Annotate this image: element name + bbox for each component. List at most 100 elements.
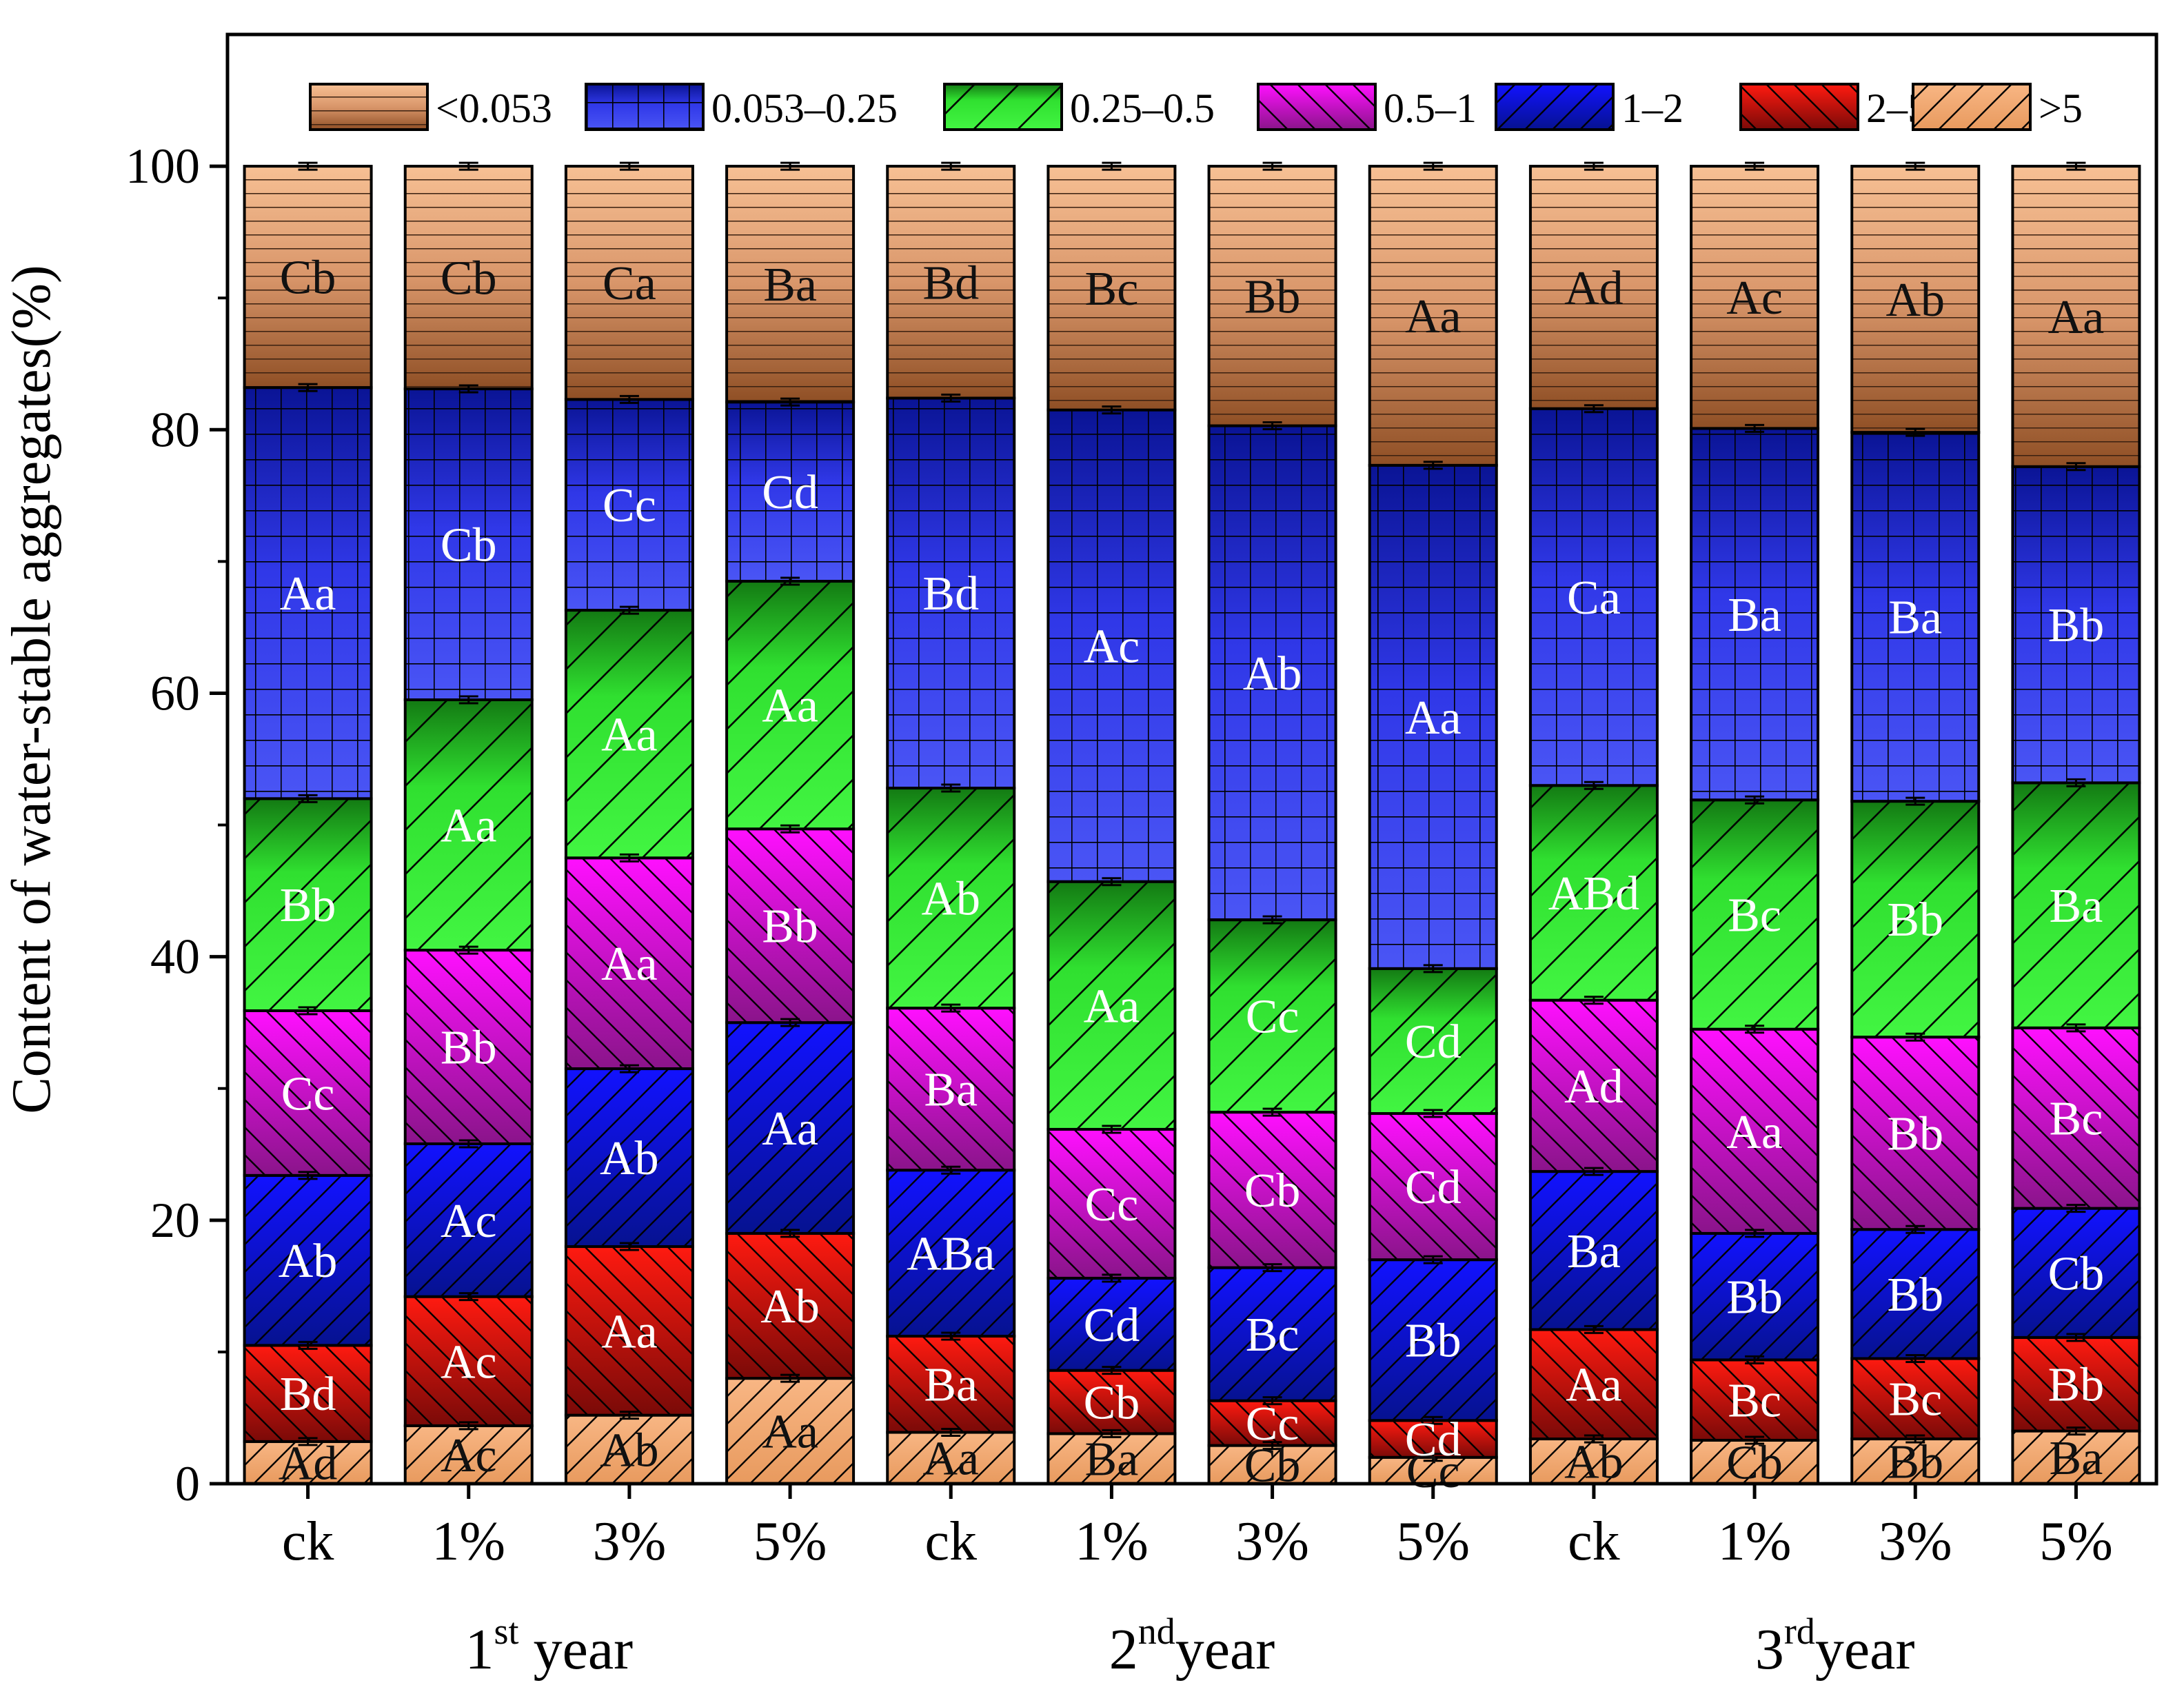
bar-hatch-0-25-0-5 xyxy=(1530,785,1657,1000)
error-bar xyxy=(1905,427,1925,437)
segment-label: Aa xyxy=(1566,1359,1622,1412)
segment-label: Bd xyxy=(280,1368,336,1421)
error-bar xyxy=(780,1018,800,1027)
bar-hatch-1-2 xyxy=(244,1175,372,1346)
bar-hatch-0-25-0-5 xyxy=(1691,800,1819,1029)
segment-label: Bc xyxy=(1888,1373,1942,1426)
segment-label: Bb xyxy=(1887,1108,1943,1161)
error-bar xyxy=(1905,796,1925,806)
bar-hatch-0-25-0-5 xyxy=(1852,801,1979,1038)
bar-hatch-0-5-1 xyxy=(1048,1129,1175,1278)
segment-label: Ac xyxy=(1084,621,1140,674)
error-bar xyxy=(1584,1434,1604,1444)
x-tick-label: ck xyxy=(1568,1511,1620,1572)
segment-label: Cb xyxy=(441,252,497,305)
error-bar xyxy=(1905,1434,1925,1444)
bar-stack xyxy=(725,165,856,1486)
error-bar xyxy=(941,1165,961,1175)
error-bar xyxy=(1745,1229,1765,1238)
legend-item-0-053-0-25: 0.053–0.25 xyxy=(585,83,898,131)
segment-label: Bb xyxy=(2048,599,2105,652)
segment-label: Aa xyxy=(1726,1106,1783,1159)
bar-hatch-lt0-053 xyxy=(565,166,693,400)
segment-label: Cc xyxy=(1246,1398,1300,1451)
bar-hatch-gt5 xyxy=(887,1432,1015,1484)
segment-label: Ac xyxy=(1726,272,1783,325)
segment-label: Aa xyxy=(601,938,658,991)
legend-item-0-5-1: 0.5–1 xyxy=(1257,83,1477,131)
error-bar xyxy=(298,1437,318,1446)
segment-label: Bb xyxy=(1726,1271,1783,1324)
bar-hatch-2-5 xyxy=(2012,1337,2140,1431)
error-bar xyxy=(941,161,961,171)
x-tick-label: 1% xyxy=(432,1511,505,1572)
bar-hatch-0-053-0-25 xyxy=(1209,425,1336,920)
bar-hatch-0-25-0-5 xyxy=(727,581,854,829)
x-tick-label: 1% xyxy=(1075,1511,1149,1572)
error-bar xyxy=(298,161,318,171)
segment-label: Ba xyxy=(1728,589,1781,642)
legend-swatch-hatch xyxy=(1495,83,1615,131)
bar-hatch-gt5 xyxy=(1691,1440,1819,1484)
segment-label: Cb xyxy=(1244,1164,1301,1218)
bar-hatch-1-2 xyxy=(1048,1278,1175,1371)
segment-label: Ab xyxy=(760,1280,820,1333)
legend-item-0-25-0-5: 0.25–0.5 xyxy=(943,83,1215,131)
error-bar xyxy=(1262,915,1282,925)
error-bar xyxy=(2066,778,2086,787)
error-bar xyxy=(941,1427,961,1437)
bar-hatch-0-053-0-25 xyxy=(1369,465,1497,969)
segment-label: Aa xyxy=(280,567,336,621)
error-bar xyxy=(780,1229,800,1238)
error-bar xyxy=(1262,1441,1282,1451)
bar-hatch-1-2 xyxy=(1691,1233,1819,1360)
segment-label: Bb xyxy=(441,1022,497,1075)
error-bar xyxy=(1745,423,1765,433)
bar-hatch-2-5 xyxy=(1209,1400,1336,1446)
error-bar xyxy=(1102,1429,1122,1438)
bar-hatch-1-2 xyxy=(1369,1260,1497,1421)
bar-stack xyxy=(1207,165,1337,1486)
segment-label: Cd xyxy=(1405,1161,1462,1214)
error-bar xyxy=(458,161,478,171)
bar-hatch-1-2 xyxy=(565,1069,693,1247)
bar-hatch-0-25-0-5 xyxy=(1209,920,1336,1113)
bar-hatch-0-5-1 xyxy=(244,1010,372,1176)
segment-label: Bc xyxy=(1246,1309,1300,1362)
segment-label: Ca xyxy=(1567,572,1621,625)
segment-label: Bb xyxy=(1887,1436,1943,1489)
segment-label: ABa xyxy=(907,1228,995,1281)
segment-label: Bc xyxy=(1728,1375,1781,1428)
error-bar xyxy=(1262,161,1282,171)
y-tick-label: 20 xyxy=(150,1193,200,1248)
error-bar xyxy=(1262,421,1282,431)
segment-label: Cd xyxy=(1405,1413,1462,1466)
segment-label: Cb xyxy=(1726,1436,1783,1489)
bar-stack xyxy=(1368,165,1498,1485)
error-bar xyxy=(2066,1023,2086,1033)
bar-hatch-2-5 xyxy=(727,1233,854,1379)
bar-hatch-0-5-1 xyxy=(2012,1027,2140,1209)
bar-hatch-0-053-0-25 xyxy=(727,402,854,582)
bar-hatch-1-2 xyxy=(405,1143,532,1297)
error-bar xyxy=(941,393,961,403)
bar-hatch-0-25-0-5 xyxy=(887,788,1015,1009)
legend-swatch-hatch xyxy=(309,83,429,131)
y-tick-label: 100 xyxy=(125,139,200,194)
error-bar xyxy=(298,383,318,392)
error-bar xyxy=(1745,1025,1765,1034)
segment-label: Ac xyxy=(441,1195,497,1248)
bar-hatch-2-5 xyxy=(565,1247,693,1415)
bar-hatch-0-053-0-25 xyxy=(887,398,1015,789)
error-bar xyxy=(1745,1355,1765,1364)
plot-area xyxy=(228,34,2156,1484)
error-bar xyxy=(1423,1453,1443,1462)
bar-hatch-0-053-0-25 xyxy=(565,399,693,611)
error-bar xyxy=(1262,1107,1282,1117)
segment-label: Ab xyxy=(921,873,980,926)
bar-hatch-0-25-0-5 xyxy=(244,798,372,1011)
segment-label: Aa xyxy=(441,800,497,853)
segment-label: Aa xyxy=(1405,692,1462,745)
error-bar xyxy=(1423,964,1443,974)
error-bar xyxy=(1745,1435,1765,1445)
